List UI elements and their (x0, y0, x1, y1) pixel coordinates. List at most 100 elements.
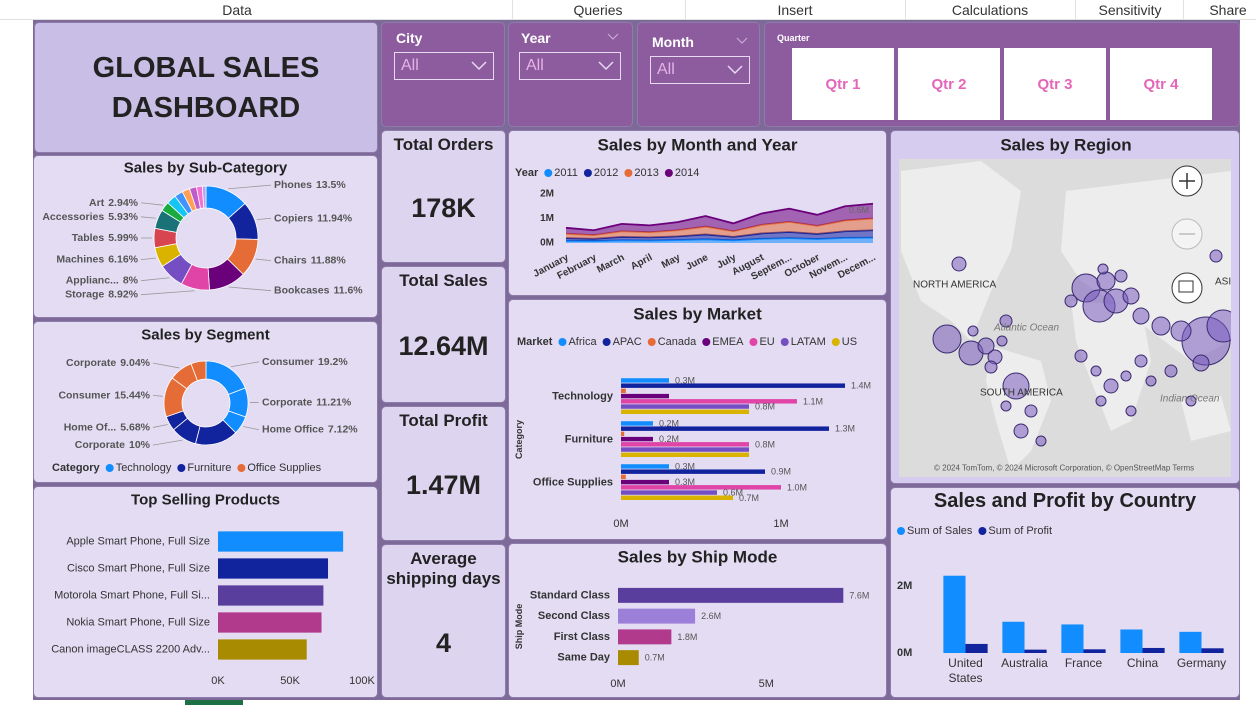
bar (621, 383, 845, 388)
bar (621, 399, 797, 404)
map-label: Atlantic Ocean (993, 323, 1059, 334)
y-tick-label: 0M (897, 647, 912, 659)
y-tick-label: Second Class (538, 610, 610, 622)
dropdown[interactable]: All (519, 52, 621, 80)
zoom-in[interactable] (1171, 165, 1203, 197)
legend-label: 2011 (554, 167, 578, 179)
legend-marker (558, 338, 567, 346)
menu-item[interactable]: Insert (777, 2, 813, 18)
map-panel: Sales by Region NORTH AMERICA SOUTH AMER… (890, 130, 1240, 484)
map-label: ASIA (1215, 277, 1238, 288)
bar (1179, 631, 1202, 653)
x-tick-label: 1M (773, 518, 788, 530)
leader-line (255, 258, 272, 262)
menu-item[interactable]: Share (1209, 2, 1247, 18)
menu-item[interactable]: Queries (573, 2, 623, 18)
bar (621, 442, 749, 447)
dropdown[interactable]: All (394, 52, 494, 80)
data-label: Corporate 11.21% (262, 396, 352, 408)
y-tick-label: 2M (897, 580, 912, 592)
chart-title: Sales by Market (633, 305, 762, 324)
chevron (736, 37, 748, 44)
map-area: NORTH AMERICA SOUTH AMERICA ASIA Atlanti… (899, 159, 1238, 477)
data-label: 0.3M (675, 461, 695, 471)
value-label: 11.94% (317, 212, 353, 224)
data-label: Corporate 9.04% (66, 357, 151, 369)
bar (621, 388, 626, 394)
category-label: Home Office (262, 424, 324, 436)
data-label: Phones 13.5% (274, 179, 346, 191)
chart-title: Sales by Month and Year (598, 136, 798, 155)
data-label: 1.1M (803, 396, 823, 406)
bar (1024, 649, 1047, 653)
bar (621, 436, 653, 442)
select-tool[interactable] (1171, 272, 1203, 304)
dropdown-value: All (526, 57, 544, 74)
quarter-button[interactable]: Qtr 4 (1110, 48, 1212, 120)
bubbles (932, 249, 1231, 447)
y-axis-title: Category (514, 420, 524, 459)
kpi-card: Total Profit 1.47M (381, 406, 506, 541)
sheet-tab[interactable] (185, 700, 243, 705)
dropdown[interactable]: All (650, 56, 750, 84)
legend-marker (624, 169, 633, 177)
x-tick-label: Australia (1001, 656, 1048, 670)
data-label: 0.6M (723, 488, 743, 498)
chart: Sales by Ship Mode 0M 5M Standard Class 7.6M… (514, 548, 869, 691)
value-label: 11.21% (316, 396, 352, 408)
quarter-button[interactable]: Qtr 3 (1004, 48, 1106, 120)
legend-label: Africa (568, 336, 597, 348)
legend-label: LATAM (791, 336, 826, 348)
legend-marker (978, 527, 987, 535)
bar (621, 452, 749, 457)
legend-marker (647, 338, 656, 346)
chart: Sales by Month and Year0M1M2MJanuaryFebr… (515, 136, 878, 283)
chart-title: Top Selling Products (131, 492, 280, 509)
legend-marker (105, 464, 114, 472)
land (901, 161, 1021, 341)
bar (1002, 621, 1025, 653)
slicer-label: Month (652, 34, 694, 50)
chart-panel: Sales by Segment Consumer 19.2% Corporate 11… (33, 321, 378, 483)
category-label: Storage (65, 289, 104, 301)
data-label: 7.6M (849, 590, 869, 600)
bar (621, 474, 626, 480)
bar (621, 464, 669, 469)
slicer[interactable]: Month All (637, 22, 760, 127)
zoom-out[interactable] (1171, 218, 1203, 250)
legend-marker (177, 464, 186, 472)
data-label: 1.3M (835, 424, 855, 434)
data-label: 2.6M (701, 611, 721, 621)
leader-line (152, 424, 168, 428)
data-label: 0.7M (739, 493, 759, 503)
separator (1183, 0, 1184, 20)
value-label: 5.93% (108, 211, 138, 223)
menu-item[interactable]: Sensitivity (1098, 2, 1162, 18)
category-label: Applianc... (66, 275, 119, 287)
x-tick-label-box: United States (948, 656, 983, 685)
pie-slice (201, 185, 207, 209)
legend-label: EU (759, 336, 774, 348)
chart-panel: Top Selling Products 0K 50K 100K Apple Smart… (33, 486, 378, 698)
chart-title: Sales by Ship Mode (618, 548, 778, 567)
slicer[interactable]: City All (381, 22, 505, 127)
data-label: 0.6M (849, 205, 869, 215)
leader-line (140, 277, 170, 282)
data-label: Home Office 7.12% (262, 424, 358, 436)
chart-title: Sales by Segment (141, 327, 269, 344)
kpi-label: Total Sales (399, 271, 488, 290)
quarter-button[interactable]: Qtr 1 (792, 48, 894, 120)
menu-item[interactable]: Data (222, 2, 252, 18)
slicer[interactable]: Year All (508, 22, 633, 127)
area-line (565, 217, 874, 237)
data-label: Corporate 10% (75, 439, 151, 451)
menu-item[interactable]: Calculations (951, 2, 1029, 18)
quarter-button[interactable]: Qtr 2 (898, 48, 1000, 120)
leader-line (140, 257, 156, 261)
data-label: Bookcases 11.6% (274, 285, 363, 297)
y-tick-label: Apple Smart Phone, Full Size (66, 536, 210, 548)
bar (218, 531, 344, 552)
bar (621, 485, 781, 490)
legend-title: Year (515, 167, 539, 179)
